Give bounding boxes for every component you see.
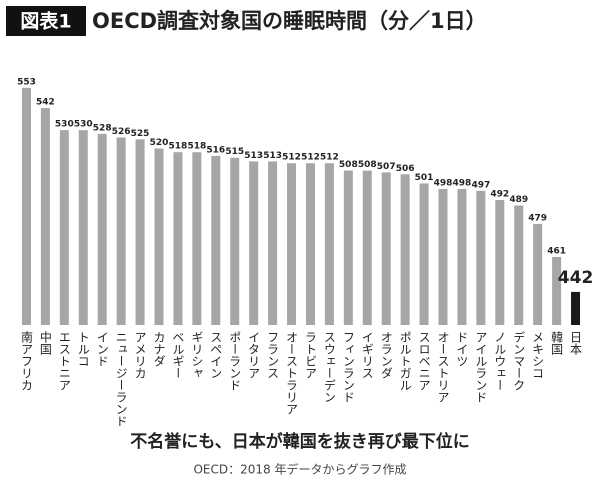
x-tick-label: ポルトガル xyxy=(398,331,412,391)
badge-bg xyxy=(6,6,86,36)
bar xyxy=(154,148,164,325)
bar xyxy=(343,170,353,325)
bar xyxy=(249,161,259,325)
value-label: 506 xyxy=(396,164,415,174)
value-label: 512 xyxy=(320,153,339,163)
bar xyxy=(21,87,31,325)
bar xyxy=(381,172,391,325)
value-label: 489 xyxy=(509,195,528,205)
value-label: 512 xyxy=(282,153,301,163)
x-tick-label: オランダ xyxy=(379,331,393,379)
bar xyxy=(400,174,410,325)
x-tick-label: ニュージーランド xyxy=(114,331,128,427)
x-tick-label: ベルギー xyxy=(171,331,185,379)
x-tick-label: 韓国 xyxy=(550,331,564,355)
value-label: 498 xyxy=(434,178,453,188)
x-tick-label: イタリア xyxy=(247,331,261,379)
bar xyxy=(571,291,581,325)
value-label: 479 xyxy=(528,213,547,223)
x-tick-label: トルコ xyxy=(76,331,90,367)
x-tick-label: フィンランド xyxy=(341,331,355,403)
value-label: 461 xyxy=(547,246,566,256)
badge: 図表1 xyxy=(20,10,71,33)
x-tick-label: 中国 xyxy=(38,330,52,355)
bar xyxy=(495,200,505,325)
value-label: 526 xyxy=(112,127,131,137)
bar xyxy=(116,137,126,325)
value-label: 497 xyxy=(471,180,490,190)
value-label: 520 xyxy=(150,138,169,148)
value-label: 515 xyxy=(225,147,244,157)
x-tick-label: アメリカ xyxy=(133,331,147,379)
bar xyxy=(78,130,88,325)
x-tick-label: スウェーデン xyxy=(322,331,336,403)
x-tick-label: オーストリア xyxy=(436,331,450,403)
bar xyxy=(97,133,107,325)
bar xyxy=(324,163,334,325)
x-tick-label: 日本 xyxy=(569,331,583,356)
x-tick-label: ノルウェー xyxy=(493,331,507,391)
bar xyxy=(268,161,278,325)
value-label: 507 xyxy=(377,162,396,172)
bar xyxy=(173,152,183,325)
x-tick-label: ギリシャ xyxy=(190,331,204,379)
value-label: 542 xyxy=(36,98,55,108)
bar xyxy=(476,190,486,325)
bar xyxy=(287,163,297,325)
bar xyxy=(59,130,69,325)
x-tick-label: メキシコ xyxy=(531,331,545,379)
value-label: 513 xyxy=(244,151,263,161)
value-label: 528 xyxy=(93,123,112,133)
bar xyxy=(514,205,524,325)
x-tick-label: エストニア xyxy=(57,331,71,391)
x-tick-label: オーストラリア xyxy=(285,331,299,415)
x-tick-label: デンマーク xyxy=(512,331,526,391)
subtitle: 不名誉にも、日本が韓国を抜き再び最下位に xyxy=(130,431,470,452)
value-label: 553 xyxy=(17,77,36,87)
value-label: 508 xyxy=(339,160,358,170)
value-label: 530 xyxy=(74,120,93,130)
value-label: 513 xyxy=(263,151,282,161)
bar xyxy=(230,157,240,325)
bar xyxy=(419,183,429,325)
x-tick-label: イギリス xyxy=(360,331,374,379)
value-label: 530 xyxy=(55,120,74,130)
value-label: 518 xyxy=(169,142,188,152)
value-label: 516 xyxy=(206,145,225,155)
bar xyxy=(457,188,467,325)
x-tick-label: カナダ xyxy=(152,331,166,367)
bar xyxy=(438,188,448,325)
bar xyxy=(192,152,202,325)
bar xyxy=(40,108,50,326)
bar xyxy=(135,139,145,325)
source: OECD：2018 年データからグラフ作成 xyxy=(193,462,406,477)
x-tick-label: アイルランド xyxy=(474,331,488,403)
value-label: 501 xyxy=(415,173,434,183)
bar xyxy=(305,163,315,325)
bar xyxy=(362,170,372,325)
value-label: 492 xyxy=(490,190,509,200)
value-label: 508 xyxy=(358,160,377,170)
value-label: 525 xyxy=(131,129,150,139)
value-label: 442 xyxy=(558,268,594,288)
x-tick-label: フランス xyxy=(266,331,280,379)
x-tick-label: インド xyxy=(95,331,109,367)
chart-title: OECD調査対象国の睡眠時間（分／1日） xyxy=(92,9,487,33)
x-tick-label: ポーランド xyxy=(228,331,242,391)
value-label: 498 xyxy=(453,178,472,188)
bar xyxy=(552,256,562,325)
x-tick-label: スペイン xyxy=(209,331,223,379)
x-tick-label: ラトビア xyxy=(303,331,317,379)
value-label: 518 xyxy=(187,142,206,152)
bar xyxy=(533,223,543,325)
x-tick-label: 南アフリカ xyxy=(19,330,33,391)
x-tick-label: ドイツ xyxy=(455,331,469,367)
bar xyxy=(211,155,221,325)
value-label: 512 xyxy=(301,153,320,163)
x-tick-label: スロベニア xyxy=(417,331,431,391)
